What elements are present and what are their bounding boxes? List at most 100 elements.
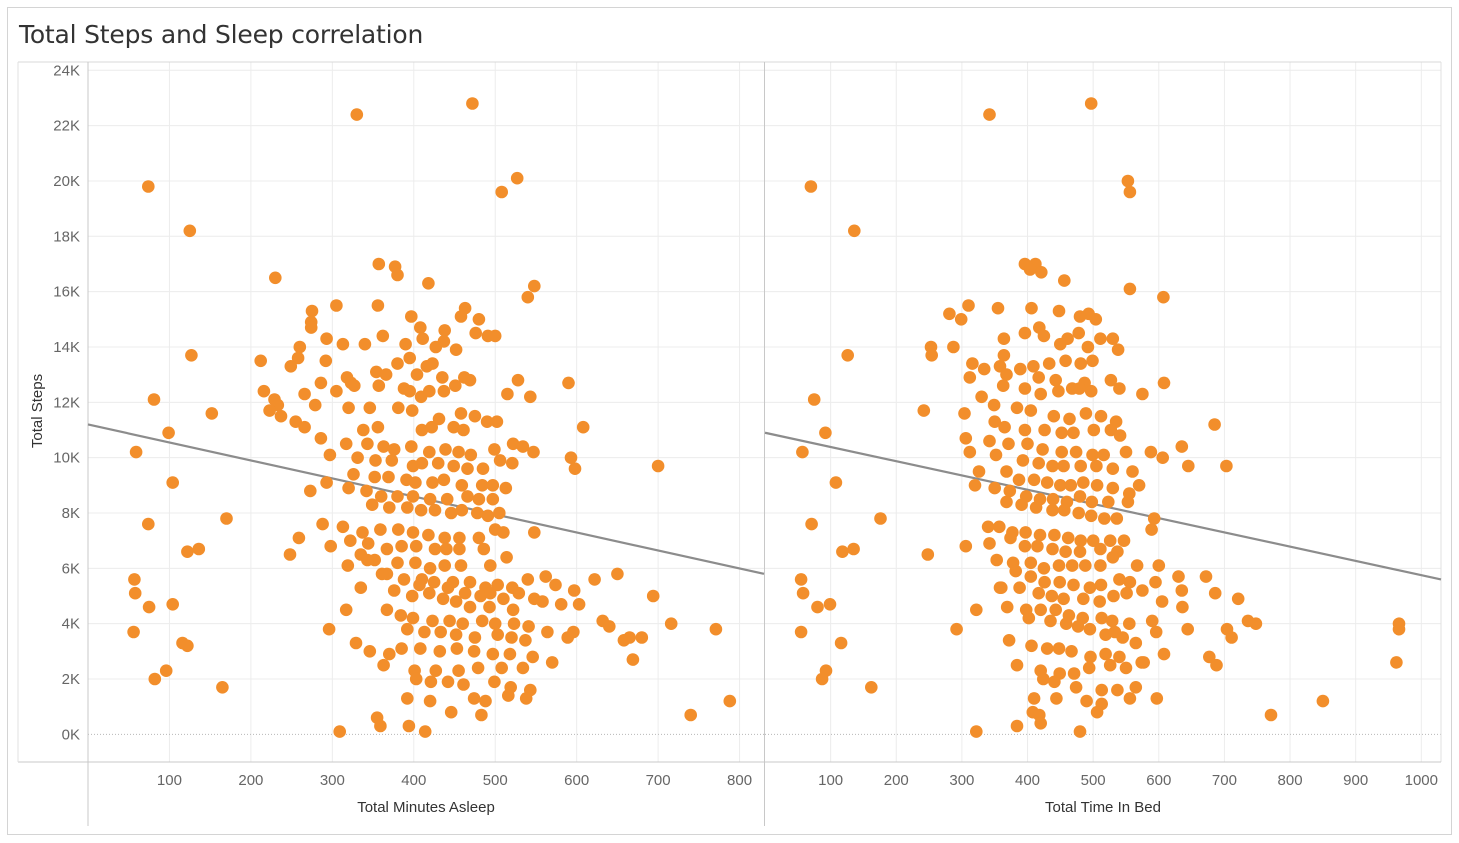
scatter-point: [1136, 584, 1149, 597]
scatter-point: [380, 603, 394, 617]
scatter-point: [488, 329, 502, 343]
scatter-point: [983, 537, 996, 550]
scatter-point: [516, 661, 530, 675]
scatter-point: [314, 432, 328, 445]
scatter-point: [1077, 592, 1090, 606]
scatter-point: [127, 625, 140, 639]
scatter-point: [336, 337, 350, 351]
scatter-point: [1038, 423, 1051, 437]
scatter-point: [497, 526, 510, 539]
scatter-point: [351, 451, 364, 465]
scatter-point: [495, 185, 509, 199]
scatter-point: [455, 479, 469, 492]
scatter-point: [1119, 445, 1133, 459]
scatter-point: [1103, 658, 1117, 672]
scatter-point: [377, 440, 390, 453]
scatter-point: [402, 719, 416, 733]
scatter-point: [1087, 423, 1101, 437]
x-tick-label: 300: [320, 772, 345, 789]
scatter-point: [1077, 476, 1090, 489]
scatter-point: [1074, 534, 1087, 547]
scatter-point: [1106, 551, 1120, 564]
scatter-point: [1199, 570, 1213, 583]
scatter-point: [488, 443, 501, 456]
x-tick-label: 300: [949, 772, 974, 789]
scatter-point: [1085, 495, 1099, 509]
scatter-point: [1084, 97, 1098, 110]
scatter-point: [1071, 620, 1085, 633]
y-tick-label: 8K: [62, 505, 80, 522]
scatter-point: [1018, 382, 1032, 395]
scatter-point: [274, 409, 288, 423]
scatter-point: [475, 479, 489, 492]
scatter-point: [1147, 512, 1161, 525]
scatter-point: [360, 484, 373, 498]
scatter-point: [1059, 617, 1073, 630]
scatter-point: [1072, 326, 1085, 340]
x-tick-label: 800: [1278, 772, 1303, 789]
scatter-point: [486, 479, 500, 492]
scatter-point: [458, 371, 471, 384]
scatter-point: [426, 614, 439, 628]
scatter-point: [423, 492, 437, 506]
scatter-point: [382, 470, 395, 484]
scatter-point: [1040, 642, 1054, 655]
scatter-point: [1082, 661, 1096, 675]
scatter-point: [1057, 592, 1070, 606]
scatter-point: [339, 603, 353, 617]
scatter-point: [1316, 694, 1330, 708]
scatter-point: [447, 420, 461, 434]
scatter-point: [350, 108, 364, 121]
scatter-point: [1055, 445, 1068, 459]
scatter-point: [1058, 274, 1071, 287]
scatter-point: [1021, 437, 1034, 451]
scatter-point: [847, 542, 860, 556]
scatter-point: [521, 290, 535, 304]
scatter-point: [454, 407, 468, 420]
scatter-point: [1123, 617, 1136, 630]
scatter-point: [519, 634, 532, 647]
scatter-point: [505, 631, 518, 644]
scatter-point: [1015, 498, 1028, 512]
scatter-point: [516, 440, 530, 453]
scatter-point: [1149, 575, 1162, 589]
scatter-point: [796, 445, 809, 459]
scatter-point: [1032, 456, 1045, 470]
scatter-point: [501, 387, 514, 401]
scatter-point: [1059, 545, 1072, 558]
scatter-point: [959, 432, 973, 445]
scatter-point: [1048, 528, 1061, 542]
scatter-point: [499, 481, 513, 495]
x-tick-label: 500: [1081, 772, 1106, 789]
scatter-point: [472, 313, 486, 326]
scatter-point: [1181, 622, 1194, 636]
scatter-point: [1067, 578, 1080, 592]
scatter-point: [181, 639, 194, 653]
scatter-point: [527, 445, 540, 459]
scatter-point: [481, 509, 495, 523]
scatter-point: [387, 584, 401, 597]
scatter-point: [1106, 481, 1120, 495]
scatter-point: [541, 625, 554, 639]
scatter-point: [159, 664, 173, 677]
scatter-point: [423, 586, 436, 600]
scatter-point: [409, 539, 423, 553]
scatter-point: [1094, 542, 1107, 556]
scatter-point: [392, 401, 405, 415]
scatter-point: [323, 448, 337, 462]
scatter-point: [1130, 559, 1144, 572]
scatter-point: [342, 481, 355, 495]
scatter-point: [512, 586, 526, 600]
scatter-point: [564, 451, 578, 465]
scatter-point: [1063, 412, 1076, 426]
scatter-point: [440, 542, 453, 556]
scatter-point: [794, 625, 808, 639]
scatter-point: [1175, 440, 1189, 453]
scatter-point: [983, 434, 996, 448]
scatter-point: [1113, 429, 1127, 442]
scatter-point: [1052, 642, 1066, 655]
scatter-point: [1097, 448, 1110, 462]
scatter-point: [1137, 656, 1150, 669]
scatter-point: [1042, 357, 1056, 370]
scatter-point: [461, 462, 474, 476]
